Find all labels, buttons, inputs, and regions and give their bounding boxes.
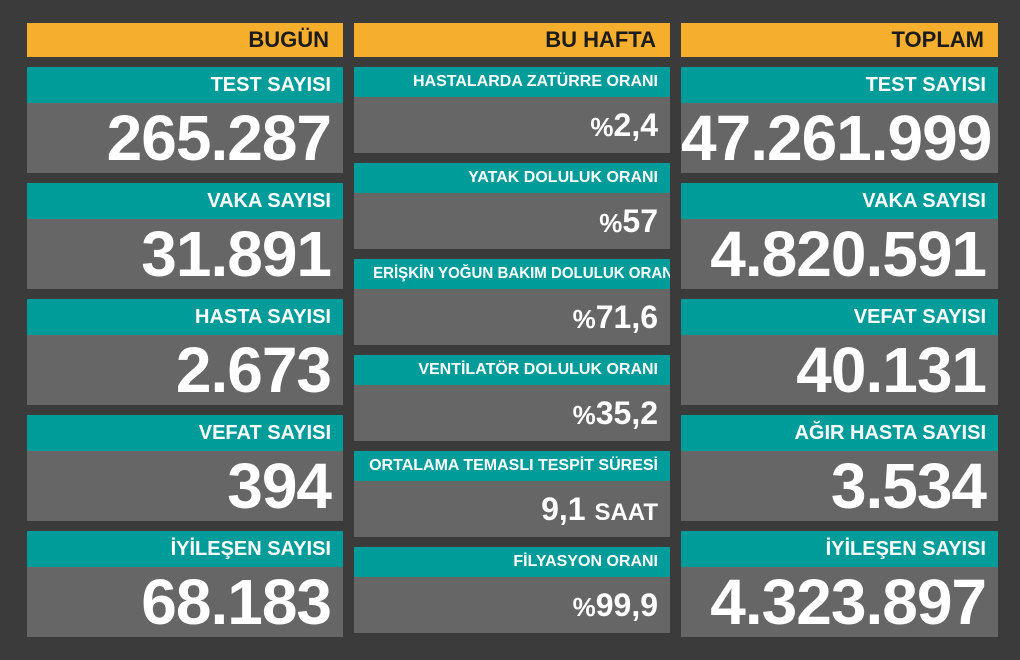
week-header: BU HAFTA <box>354 23 670 57</box>
week-filiation-label: FİLYASYON ORANI <box>354 547 670 577</box>
total-case-label: VAKA SAYISI <box>681 183 998 219</box>
today-column: BUGÜN TEST SAYISI 265.287 VAKA SAYISI 31… <box>27 23 343 647</box>
week-filiation-number: 99,9 <box>595 587 658 623</box>
week-filiation-card: FİLYASYON ORANI %99,9 <box>354 547 670 633</box>
week-icu-number: 71,6 <box>595 299 658 335</box>
week-filiation-value: %99,9 <box>354 577 670 633</box>
total-test-label: TEST SAYISI <box>681 67 998 103</box>
percent-sign: % <box>599 208 623 238</box>
total-test-card: TEST SAYISI 47.261.999 <box>681 67 998 173</box>
total-critical-card: AĞIR HASTA SAYISI 3.534 <box>681 415 998 521</box>
percent-sign: % <box>572 400 596 430</box>
today-case-label: VAKA SAYISI <box>27 183 343 219</box>
week-contact-number: 9,1 <box>541 491 586 527</box>
week-pneumonia-card: HASTALARDA ZATÜRRE ORANI %2,4 <box>354 67 670 153</box>
total-recovered-card: İYİLEŞEN SAYISI 4.323.897 <box>681 531 998 637</box>
percent-sign: % <box>572 592 596 622</box>
today-test-label: TEST SAYISI <box>27 67 343 103</box>
week-icu-card: ERİŞKİN YOĞUN BAKIM DOLULUK ORANI %71,6 <box>354 259 670 345</box>
week-icu-label: ERİŞKİN YOĞUN BAKIM DOLULUK ORANI <box>354 259 670 289</box>
unit-label: SAAT <box>594 499 658 526</box>
week-ventilator-card: VENTİLATÖR DOLULUK ORANI %35,2 <box>354 355 670 441</box>
total-death-value: 40.131 <box>796 334 987 406</box>
today-test-value: 265.287 <box>106 102 332 174</box>
week-bed-label: YATAK DOLULUK ORANI <box>354 163 670 193</box>
today-case-card: VAKA SAYISI 31.891 <box>27 183 343 289</box>
total-critical-value: 3.534 <box>830 450 987 522</box>
percent-sign: % <box>572 304 596 334</box>
week-contact-label: ORTALAMA TEMASLI TESPİT SÜRESİ <box>354 451 670 481</box>
total-death-label: VEFAT SAYISI <box>681 299 998 335</box>
today-recovered-label: İYİLEŞEN SAYISI <box>27 531 343 567</box>
total-critical-label: AĞIR HASTA SAYISI <box>681 415 998 451</box>
week-contact-card: ORTALAMA TEMASLI TESPİT SÜRESİ 9,1 SAAT <box>354 451 670 537</box>
week-ventilator-number: 35,2 <box>595 395 658 431</box>
today-case-value: 31.891 <box>141 218 332 290</box>
total-case-value: 4.820.591 <box>710 218 987 290</box>
week-contact-value: 9,1 SAAT <box>354 481 670 537</box>
week-column: BU HAFTA HASTALARDA ZATÜRRE ORANI %2,4 Y… <box>354 23 670 643</box>
week-ventilator-value: %35,2 <box>354 385 670 441</box>
today-death-label: VEFAT SAYISI <box>27 415 343 451</box>
today-death-value: 394 <box>227 450 332 522</box>
total-case-card: VAKA SAYISI 4.820.591 <box>681 183 998 289</box>
today-patient-label: HASTA SAYISI <box>27 299 343 335</box>
percent-sign: % <box>590 112 614 142</box>
total-recovered-value: 4.323.897 <box>710 566 987 638</box>
total-death-card: VEFAT SAYISI 40.131 <box>681 299 998 405</box>
week-bed-value: %57 <box>354 193 670 249</box>
week-bed-card: YATAK DOLULUK ORANI %57 <box>354 163 670 249</box>
week-ventilator-label: VENTİLATÖR DOLULUK ORANI <box>354 355 670 385</box>
week-pneumonia-value: %2,4 <box>354 97 670 153</box>
today-test-card: TEST SAYISI 265.287 <box>27 67 343 173</box>
today-patient-value: 2.673 <box>175 334 332 406</box>
total-column: TOPLAM TEST SAYISI 47.261.999 VAKA SAYIS… <box>681 23 998 647</box>
today-death-card: VEFAT SAYISI 394 <box>27 415 343 521</box>
today-recovered-card: İYİLEŞEN SAYISI 68.183 <box>27 531 343 637</box>
week-pneumonia-label: HASTALARDA ZATÜRRE ORANI <box>354 67 670 97</box>
week-icu-value: %71,6 <box>354 289 670 345</box>
week-bed-number: 57 <box>622 203 658 239</box>
today-recovered-value: 68.183 <box>141 566 332 638</box>
total-header: TOPLAM <box>681 23 998 57</box>
today-patient-card: HASTA SAYISI 2.673 <box>27 299 343 405</box>
total-test-value: 47.261.999 <box>681 102 992 174</box>
total-recovered-label: İYİLEŞEN SAYISI <box>681 531 998 567</box>
week-pneumonia-number: 2,4 <box>613 107 658 143</box>
today-header: BUGÜN <box>27 23 343 57</box>
